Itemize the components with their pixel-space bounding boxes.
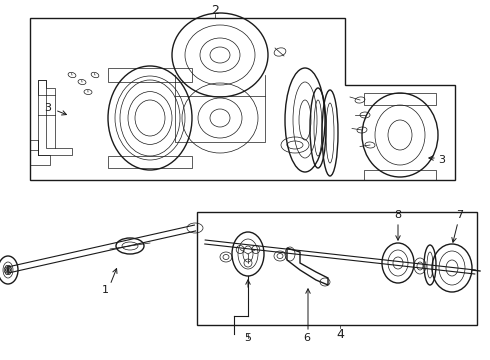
Bar [108,156,192,168]
Text: 1: 1 [101,285,108,295]
Text: 8: 8 [394,210,402,220]
Text: 4: 4 [336,328,344,342]
Text: 3: 3 [45,103,51,113]
Text: 2: 2 [211,4,219,17]
Bar [197,212,477,325]
Text: 6: 6 [303,333,311,343]
Bar [364,93,436,105]
Text: 5: 5 [245,333,251,343]
Text: 3: 3 [439,155,445,165]
Text: 7: 7 [457,210,464,220]
Bar [364,170,436,180]
Bar [108,68,192,82]
